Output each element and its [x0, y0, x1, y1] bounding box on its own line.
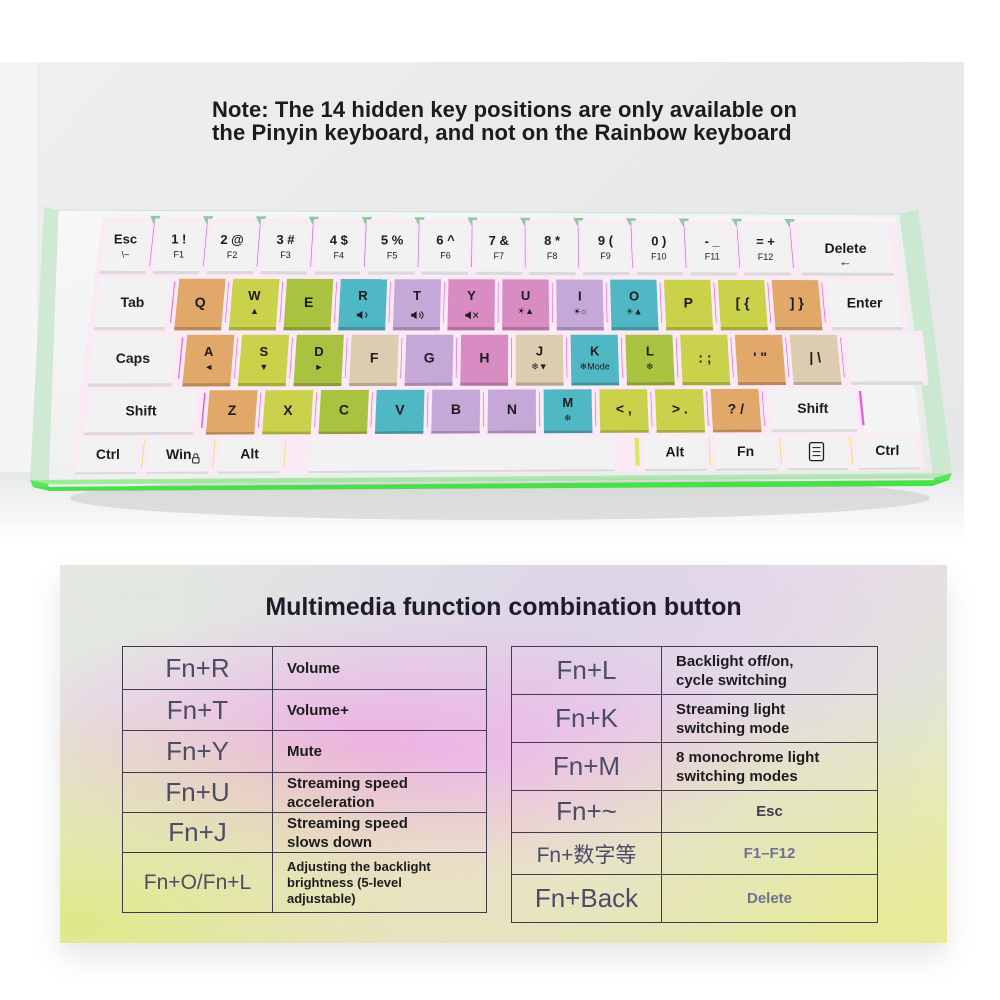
svg-text:Shift: Shift	[797, 400, 828, 416]
svg-text:F6: F6	[440, 251, 451, 261]
svg-text:Tab: Tab	[120, 294, 144, 310]
svg-text:W: W	[248, 288, 261, 303]
svg-text:3 #: 3 #	[276, 232, 295, 247]
svg-text:5 %: 5 %	[381, 233, 404, 248]
svg-text:P: P	[684, 294, 693, 310]
svg-text:4 $: 4 $	[330, 232, 349, 247]
svg-text:Ctrl: Ctrl	[875, 442, 899, 458]
svg-text:9 (: 9 (	[598, 233, 614, 248]
svg-text:F: F	[370, 350, 379, 366]
svg-text:6 ^: 6 ^	[436, 233, 455, 248]
svg-text:N: N	[507, 401, 517, 417]
svg-text:F8: F8	[547, 251, 558, 261]
svg-text:F12: F12	[758, 252, 774, 262]
svg-text:G: G	[424, 350, 435, 366]
svg-text:- _: - _	[705, 234, 721, 249]
svg-text:> .: > .	[672, 400, 688, 416]
svg-text:1 !: 1 !	[171, 232, 186, 247]
svg-text:' ": ' "	[753, 349, 767, 365]
svg-text:A: A	[204, 344, 214, 359]
svg-text:H: H	[479, 350, 489, 366]
svg-text:►: ►	[315, 362, 324, 372]
svg-text:8 *: 8 *	[544, 233, 561, 248]
svg-text:I: I	[578, 288, 582, 303]
svg-text:< ,: < ,	[616, 401, 632, 417]
svg-text:\~: \~	[122, 250, 130, 260]
svg-text:= +: = +	[756, 234, 775, 249]
svg-text:R: R	[358, 288, 368, 303]
svg-text:F9: F9	[600, 251, 611, 261]
svg-text:Q: Q	[195, 294, 206, 310]
svg-text:☀▲: ☀▲	[517, 306, 534, 316]
svg-text:S: S	[259, 344, 268, 359]
svg-text:Y: Y	[467, 288, 476, 303]
svg-text:B: B	[451, 401, 461, 417]
svg-text:☀▲: ☀▲	[626, 306, 643, 316]
svg-text:F10: F10	[651, 251, 667, 261]
svg-text:Shift: Shift	[125, 402, 156, 418]
svg-text:Alt: Alt	[240, 445, 259, 461]
svg-text:❄Mode: ❄Mode	[580, 361, 610, 371]
svg-text:0 ): 0 )	[651, 233, 666, 248]
svg-text:❄: ❄	[564, 413, 572, 423]
svg-text:◄: ◄	[204, 362, 213, 372]
svg-text:←: ←	[839, 254, 852, 269]
svg-text:Alt: Alt	[665, 443, 684, 459]
svg-text:Delete: Delete	[824, 240, 866, 256]
svg-text:E: E	[304, 294, 313, 310]
svg-text:C: C	[339, 402, 349, 418]
svg-text:2 @: 2 @	[220, 232, 244, 247]
svg-text:F1: F1	[174, 250, 185, 260]
svg-text:☀○: ☀○	[573, 306, 587, 316]
svg-text:❄: ❄	[646, 361, 654, 371]
svg-text:Ctrl: Ctrl	[96, 446, 120, 462]
svg-text:Enter: Enter	[847, 295, 883, 311]
svg-text:F11: F11	[705, 252, 720, 262]
svg-text:M: M	[562, 395, 573, 410]
svg-text:Esc: Esc	[114, 232, 137, 247]
svg-text:| \: | \	[809, 349, 821, 365]
svg-text:D: D	[314, 344, 323, 359]
svg-text:F4: F4	[334, 250, 345, 260]
svg-text:F7: F7	[494, 251, 505, 261]
svg-text:F3: F3	[280, 250, 291, 260]
svg-text:K: K	[590, 343, 600, 358]
svg-text:Fn: Fn	[737, 443, 754, 459]
svg-text:V: V	[395, 401, 405, 417]
svg-text:▲: ▲	[250, 306, 259, 316]
svg-text:❄▼: ❄▼	[531, 362, 547, 372]
svg-text:F5: F5	[387, 251, 398, 261]
svg-text:? /: ? /	[728, 400, 744, 416]
svg-text:Win: Win	[166, 446, 192, 462]
svg-text:: ;: : ;	[698, 349, 711, 365]
svg-text:L: L	[646, 343, 654, 358]
svg-text:U: U	[521, 288, 530, 303]
svg-text:Z: Z	[228, 402, 237, 418]
svg-text:T: T	[413, 288, 421, 303]
svg-text:] }: ] }	[790, 295, 805, 311]
svg-text:F2: F2	[227, 250, 238, 260]
svg-text:J: J	[536, 344, 543, 359]
svg-text:Caps: Caps	[116, 350, 150, 366]
svg-text:O: O	[629, 288, 639, 303]
svg-text:▼: ▼	[259, 362, 268, 372]
svg-text:[ {: [ {	[736, 295, 751, 311]
svg-text:X: X	[283, 402, 293, 418]
svg-text:7 &: 7 &	[489, 233, 509, 248]
